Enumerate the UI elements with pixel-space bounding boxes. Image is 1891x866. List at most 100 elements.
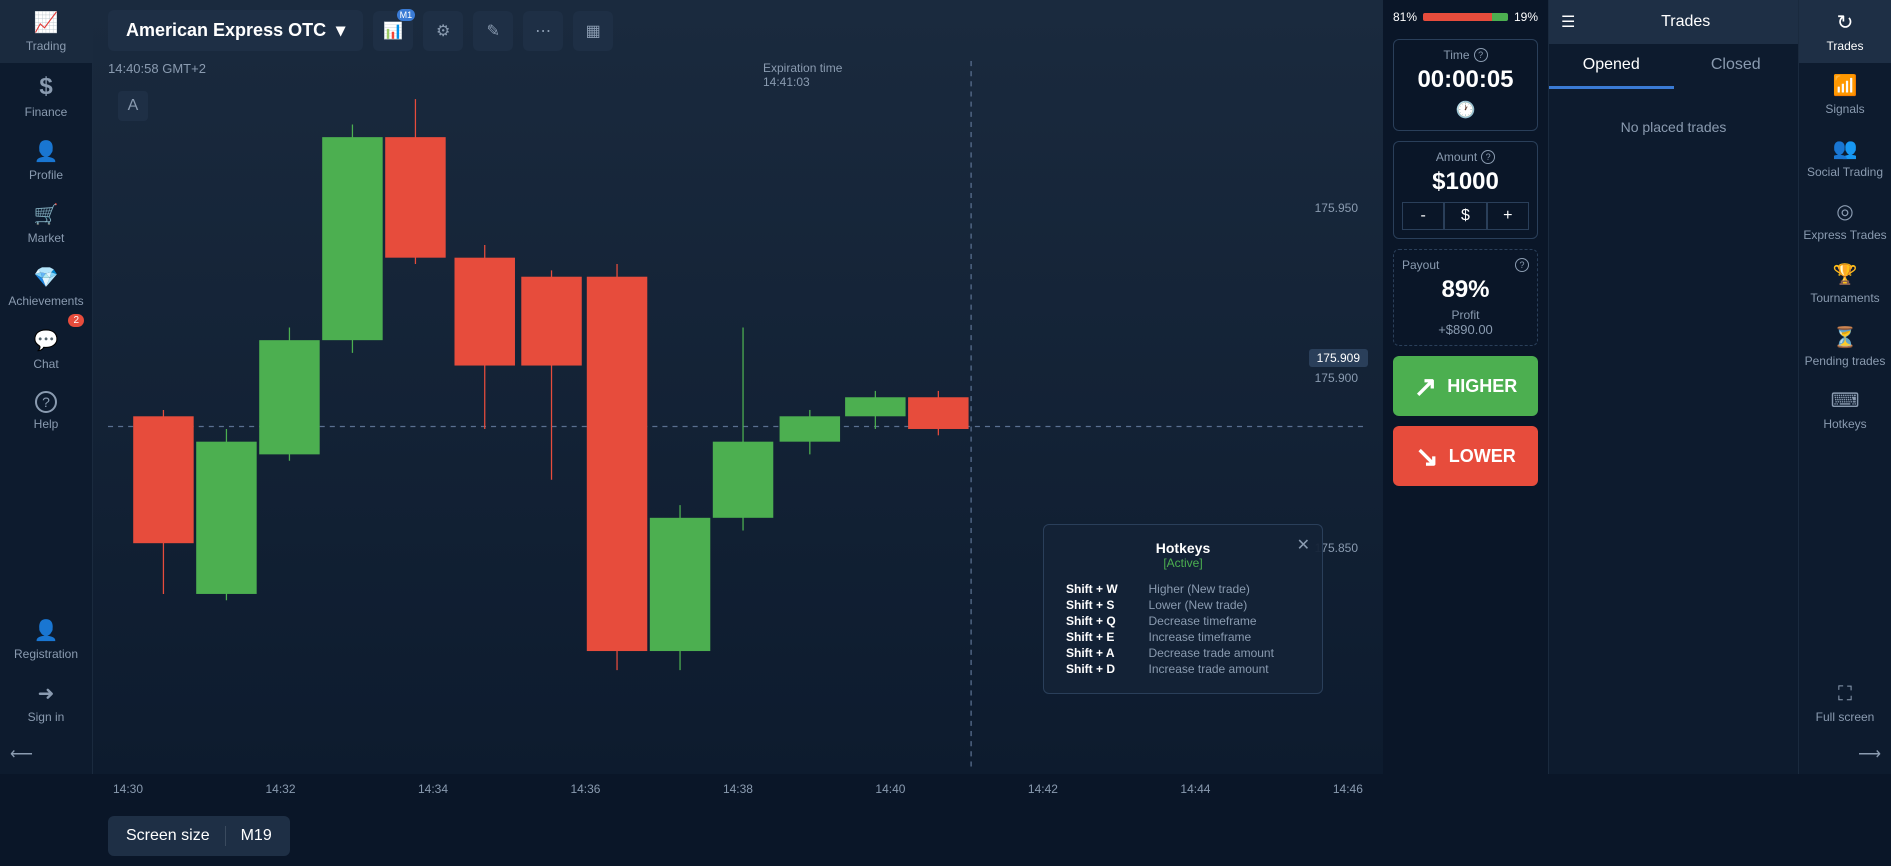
empty-message: No placed trades <box>1621 119 1727 135</box>
sidebar-item-signals[interactable]: 📶 Signals <box>1799 63 1891 126</box>
timeframe-badge: M1 <box>397 9 416 21</box>
sidebar-item-signin[interactable]: ➜ Sign in <box>0 671 92 734</box>
sidebar-label: Chat <box>33 357 58 371</box>
time-label: Time? <box>1402 48 1529 62</box>
left-sidebar: 📈 Trading $ Finance 👤 Profile 🛒 Market 💎… <box>0 0 93 774</box>
sidebar-item-trades[interactable]: ↻ Trades <box>1799 0 1891 63</box>
social-icon: 👥 <box>1833 136 1858 161</box>
time-label: 14:34 <box>418 782 448 796</box>
profit-label: Profit <box>1402 308 1529 322</box>
arrow-up-icon: ↗ <box>1414 370 1437 403</box>
higher-button[interactable]: ↗ HIGHER <box>1393 356 1538 416</box>
amount-minus-button[interactable]: - <box>1402 202 1444 230</box>
indicators-icon: ⚙ <box>436 21 450 41</box>
hotkey-row: Shift + EIncrease timeframe <box>1066 630 1300 644</box>
sidebar-label: Registration <box>14 647 78 661</box>
fullscreen-button[interactable]: ⛶ Full screen <box>1799 673 1891 734</box>
help-icon[interactable]: ? <box>1515 258 1529 272</box>
time-label: 14:32 <box>265 782 295 796</box>
trade-panel: 81% 19% Time? 00:00:05 🕐 Amount? $1000 -… <box>1383 0 1548 774</box>
sidebar-label: Profile <box>29 168 63 182</box>
clock-icon[interactable]: 🕐 <box>1402 98 1529 122</box>
help-icon[interactable]: ? <box>1474 48 1488 62</box>
chart-timestamp: 14:40:58 GMT+2 <box>108 61 206 76</box>
chart-type-button[interactable]: 📊 M1 <box>373 11 413 51</box>
screen-size-button[interactable]: Screen size M19 <box>108 816 290 856</box>
more-button[interactable]: ⋯ <box>523 11 563 51</box>
trophy-icon: 🏆 <box>1833 262 1858 287</box>
indicators-button[interactable]: ⚙ <box>423 11 463 51</box>
chart-type-icon: 📊 <box>383 21 403 41</box>
sidebar-item-social[interactable]: 👥 Social Trading <box>1799 126 1891 189</box>
sidebar-item-trading[interactable]: 📈 Trading <box>0 0 92 63</box>
sidebar-item-tournaments[interactable]: 🏆 Tournaments <box>1799 252 1891 315</box>
lower-label: LOWER <box>1449 446 1516 467</box>
dropdown-icon: ▾ <box>336 20 345 41</box>
bottom-bar: Screen size M19 <box>93 806 1383 866</box>
sentiment-gauge <box>1423 13 1508 21</box>
lower-button[interactable]: ↘ LOWER <box>1393 426 1538 486</box>
sidebar-item-registration[interactable]: 👤 Registration <box>0 608 92 671</box>
expiration-label: Expiration time <box>763 61 842 75</box>
sidebar-item-achievements[interactable]: 💎 Achievements <box>0 255 92 318</box>
express-icon: ◎ <box>1836 199 1853 224</box>
close-button[interactable]: ✕ <box>1297 535 1310 555</box>
keyboard-icon: ⌨ <box>1831 388 1860 413</box>
sidebar-label: Finance <box>25 105 68 119</box>
hotkey-row: Shift + DIncrease trade amount <box>1066 662 1300 676</box>
buy-pct: 81% <box>1393 10 1417 24</box>
drawing-button[interactable]: ✎ <box>473 11 513 51</box>
time-label: 14:30 <box>113 782 143 796</box>
tab-opened[interactable]: Opened <box>1549 44 1674 89</box>
hotkeys-title: Hotkeys <box>1064 540 1302 556</box>
time-label: 14:38 <box>723 782 753 796</box>
pencil-icon: ✎ <box>486 21 499 41</box>
fullscreen-icon: ⛶ <box>1838 683 1852 706</box>
a-marker[interactable]: A <box>118 91 148 121</box>
sidebar-label: Trading <box>26 39 66 53</box>
sidebar-item-help[interactable]: ? Help <box>0 381 92 441</box>
amount-box: Amount? $1000 - $ + <box>1393 141 1538 239</box>
help-icon[interactable]: ? <box>1481 150 1495 164</box>
sidebar-item-hotkeys[interactable]: ⌨ Hotkeys <box>1799 378 1891 441</box>
sidebar-item-profile[interactable]: 👤 Profile <box>0 129 92 192</box>
collapse-sidebar-button[interactable]: ⟵ <box>0 734 92 774</box>
trades-tabs: Opened Closed <box>1549 44 1798 89</box>
amount-plus-button[interactable]: + <box>1487 202 1529 230</box>
price-label: 175.950 <box>1315 201 1358 215</box>
trades-title: Trades <box>1585 13 1786 31</box>
amount-currency-button[interactable]: $ <box>1444 202 1486 230</box>
arrow-down-icon: ↘ <box>1415 440 1438 473</box>
screen-size-label: Screen size <box>126 827 210 845</box>
expiration-marker: Expiration time 14:41:03 <box>763 61 842 89</box>
sidebar-label: Trades <box>1827 39 1864 53</box>
profile-icon: 👤 <box>34 139 59 164</box>
hotkeys-table: Shift + WHigher (New trade)Shift + SLowe… <box>1064 580 1302 678</box>
hotkeys-popup: ✕ Hotkeys [Active] Shift + WHigher (New … <box>1043 524 1323 694</box>
sidebar-label: Market <box>28 231 65 245</box>
signin-icon: ➜ <box>38 681 55 706</box>
sidebar-label: Pending trades <box>1805 354 1886 368</box>
sidebar-item-market[interactable]: 🛒 Market <box>0 192 92 255</box>
sentiment-bar: 81% 19% <box>1393 10 1538 24</box>
sell-pct: 19% <box>1514 10 1538 24</box>
list-icon: ☰ <box>1561 12 1575 32</box>
finance-icon: $ <box>39 73 52 101</box>
sidebar-item-pending[interactable]: ⏳ Pending trades <box>1799 315 1891 378</box>
chat-badge: 2 <box>68 314 84 327</box>
time-box: Time? 00:00:05 🕐 <box>1393 39 1538 131</box>
expand-sidebar-button[interactable]: ⟶ <box>1799 734 1891 774</box>
hotkey-row: Shift + ADecrease trade amount <box>1066 646 1300 660</box>
time-label: 14:40 <box>875 782 905 796</box>
tab-closed[interactable]: Closed <box>1674 44 1799 89</box>
sidebar-item-chat[interactable]: 💬 2 Chat <box>0 318 92 381</box>
payout-value: 89% <box>1402 276 1529 304</box>
asset-selector[interactable]: American Express OTC ▾ <box>108 10 363 51</box>
time-label: 14:44 <box>1180 782 1210 796</box>
sidebar-item-finance[interactable]: $ Finance <box>0 63 92 129</box>
layout-button[interactable]: ▦ <box>573 11 613 51</box>
screen-mode: M19 <box>241 827 272 845</box>
more-icon: ⋯ <box>535 21 551 41</box>
sidebar-item-express[interactable]: ◎ Express Trades <box>1799 189 1891 252</box>
current-price-tag: 175.909 <box>1309 349 1368 367</box>
